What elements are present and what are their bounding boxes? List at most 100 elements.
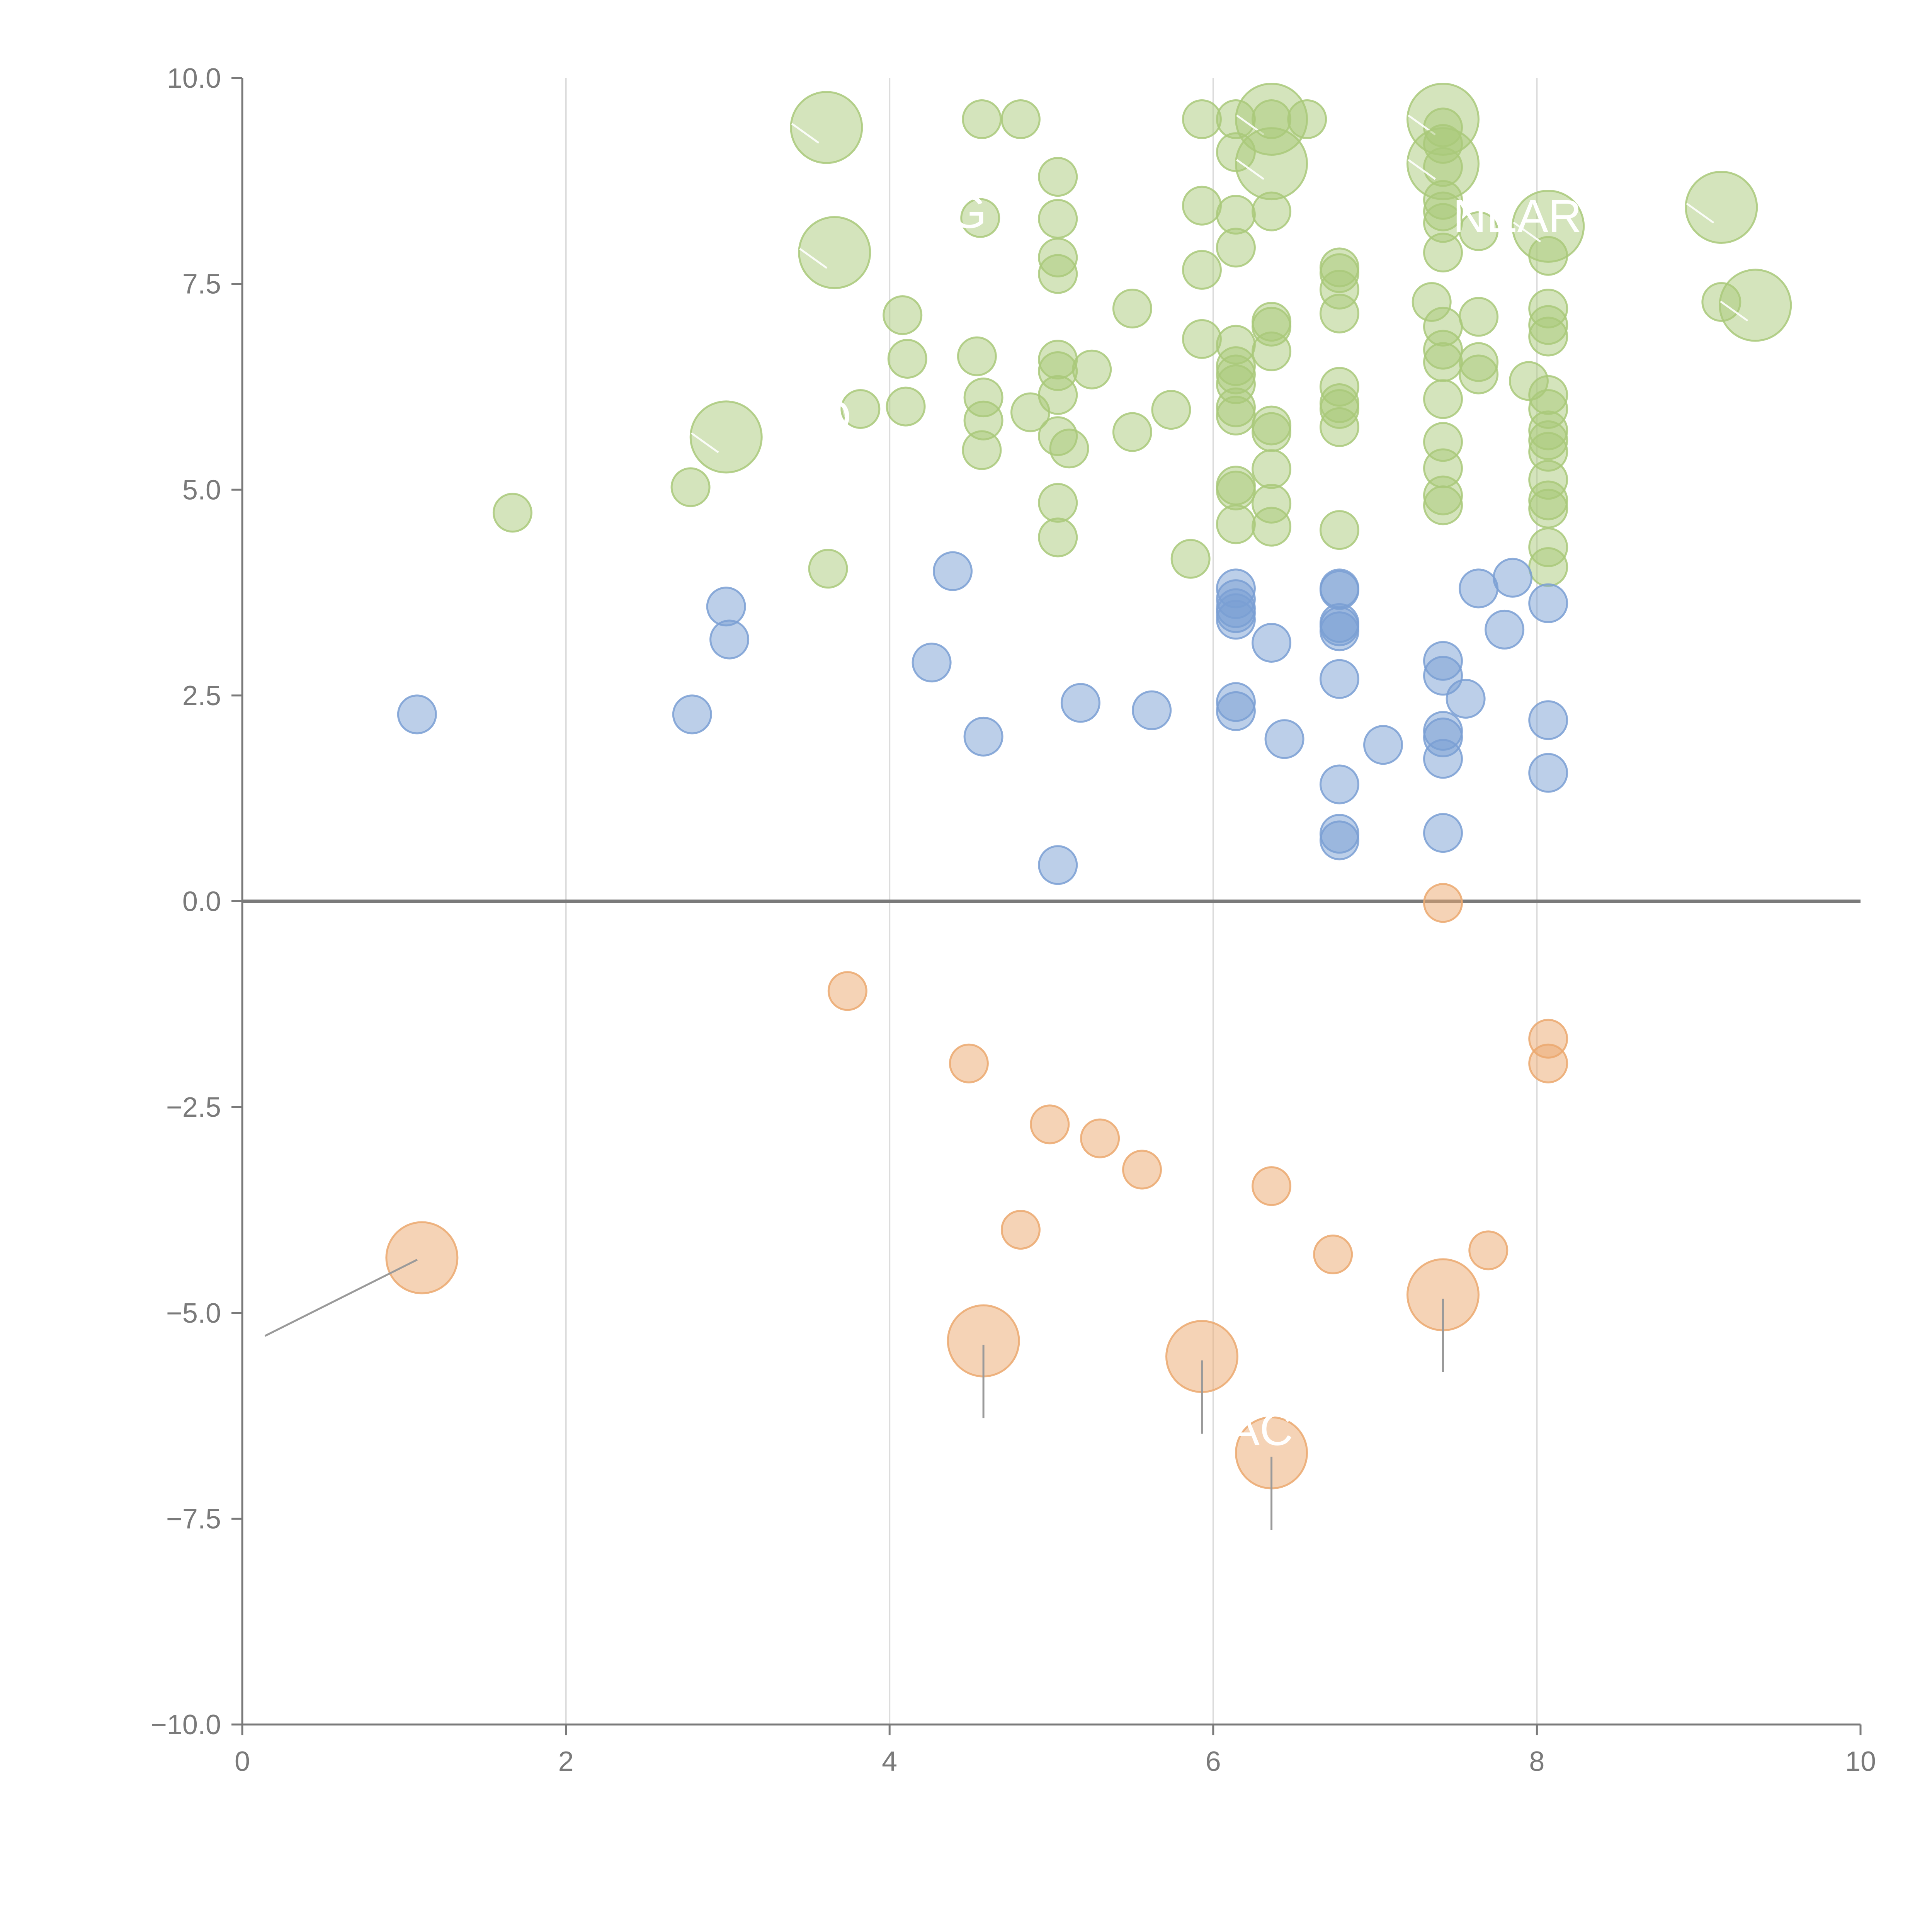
positive-high-point [1528,316,1568,357]
positive-low-point [1423,813,1463,853]
highlighted-point-11 [385,1221,459,1294]
highlighted-point-9 [1685,170,1758,244]
positive-low-point [1319,611,1359,651]
negative-point [1423,883,1463,923]
positive-high-point [1112,412,1152,452]
highlighted-point-2 [798,216,871,289]
positive-high-point [957,336,997,376]
positive-high-point [1459,211,1499,251]
leader-line [1686,202,1714,224]
bubble-label-3: NEAR [1453,190,1582,242]
positive-low-point [1264,719,1304,759]
positive-high-point [1112,289,1152,329]
positive-high-point [1170,539,1211,579]
positive-high-point [1319,293,1359,333]
bubble-label-1: VO [784,391,851,443]
positive-low-point [1528,753,1568,793]
x-tick-label: 0 [235,1746,250,1777]
bubble-label-4: AC [1229,1403,1293,1455]
positive-high-point [962,430,1002,470]
positive-high-point [1038,199,1078,239]
x-tick-label: 6 [1206,1746,1221,1777]
bubble-labels: VO G NEAR AC [784,186,1582,1455]
positive-low-point [1459,568,1499,609]
y-tick-label: −2.5 [166,1092,221,1123]
leader-line [1236,159,1265,180]
positive-low-point [1319,764,1359,804]
positive-high-point [1182,319,1222,359]
positive-low-point [397,694,437,735]
positive-high-point [1216,396,1256,436]
positive-high-point [1423,379,1463,419]
leader-line [1513,221,1541,243]
positive-high-point [1038,254,1078,294]
data-points [264,83,1792,1530]
positive-low-point [1319,659,1359,699]
positive-low-point [1216,691,1256,731]
negative-point [1313,1234,1353,1274]
highlighted-point-10 [1719,269,1792,342]
positive-low-point [933,551,973,591]
positive-high-point [886,386,926,427]
positive-high-point [1049,429,1089,469]
positive-high-point [1038,517,1078,558]
y-tick-label: 10.0 [167,63,221,94]
negative-point [1000,1210,1041,1250]
positive-low-point [706,587,746,627]
positive-high-point [1216,228,1256,268]
positive-high-point [1423,342,1463,382]
positive-low-point [1319,820,1359,861]
negative-point [949,1043,989,1083]
highlighted-point-8 [1512,189,1585,263]
positive-high-point [962,99,1002,139]
highlighted-point-1 [790,91,863,164]
positive-high-point [1216,504,1256,544]
positive-low-point [1493,558,1533,598]
highlighted-point-5 [1235,127,1308,201]
positive-high-point [1423,485,1463,526]
positive-high-point [1528,547,1568,587]
positive-high-point [840,389,881,429]
positive-low-point [912,643,952,683]
positive-high-point [1216,470,1256,510]
highlighted-point-7 [1406,127,1480,201]
positive-low-point [1038,845,1078,885]
positive-high-point [1252,449,1292,489]
y-tick-label: −7.5 [166,1503,221,1534]
positive-high-point [960,198,1000,238]
negative-point [1528,1043,1568,1083]
highlighted-point-3 [689,400,763,474]
negative-point [827,971,867,1011]
x-tick-label: 10 [1845,1746,1876,1777]
positive-high-point [1151,390,1191,430]
y-tick-label: 2.5 [182,680,221,711]
positive-low-point [1485,609,1525,650]
positive-high-point [1528,488,1568,529]
positive-high-point [1252,507,1292,547]
leader-line [791,122,820,144]
leader-line [690,432,719,453]
y-tick-label: 5.0 [182,474,221,505]
positive-high-point [1423,233,1463,273]
y-tick-label: −10.0 [151,1709,221,1740]
positive-high-point [883,295,923,335]
positive-low-point [1216,600,1256,640]
positive-high-point [1038,157,1078,197]
positive-high-point [1182,99,1222,139]
leader-line [1408,159,1436,180]
y-tick-label: −5.0 [166,1298,221,1329]
positive-high-point [1252,331,1292,371]
positive-low-point [672,694,712,735]
positive-high-point [670,467,711,507]
bubble-label-2: G [951,186,986,238]
positive-high-point [1252,412,1292,452]
positive-low-point [963,716,1003,757]
positive-high-point [1182,185,1222,226]
positive-high-point [1038,483,1078,523]
positive-high-point [808,549,848,589]
positive-low-point [1423,739,1463,779]
positive-high-point [1072,349,1112,389]
negative-point [1080,1118,1120,1158]
x-tick-label: 2 [558,1746,574,1777]
